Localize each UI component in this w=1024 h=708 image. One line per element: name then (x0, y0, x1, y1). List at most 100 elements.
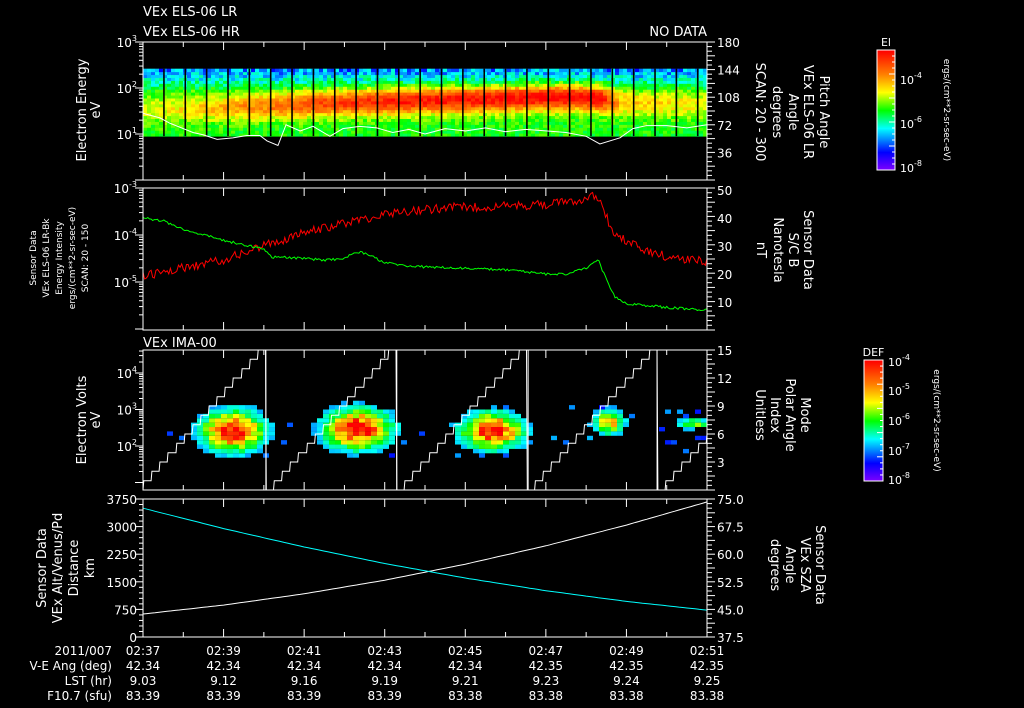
heatmap-cell (463, 71, 467, 76)
heatmap-cell (667, 68, 671, 73)
heatmap-cell (227, 409, 233, 414)
right-tick-label: 52.5 (717, 576, 744, 590)
heatmap-cell (383, 100, 387, 105)
heatmap-cell (399, 92, 403, 96)
heatmap-cell (687, 97, 691, 102)
heatmap-cell (155, 86, 159, 90)
heatmap-cell (187, 115, 191, 120)
heatmap-cell (535, 92, 539, 96)
heatmap-cell (647, 130, 651, 134)
heatmap-cell (215, 92, 219, 96)
heatmap-cell (543, 92, 547, 96)
heatmap-cell (455, 74, 459, 78)
heatmap-cell (603, 83, 607, 87)
heatmap-cell (341, 444, 347, 449)
heatmap-cell (599, 112, 603, 117)
heatmap-cell (379, 86, 383, 90)
heatmap-cell (419, 68, 423, 73)
heatmap-cell (691, 115, 695, 120)
heatmap-cell (435, 80, 439, 84)
heatmap-cell (527, 77, 531, 81)
heatmap-cell (387, 100, 391, 105)
heatmap-cell (497, 427, 503, 432)
scan-gap-line (227, 68, 229, 137)
heatmap-cell (639, 74, 643, 78)
heatmap-cell (659, 83, 663, 87)
heatmap-cell (379, 95, 383, 99)
heatmap-cell (683, 103, 687, 108)
heatmap-cell (559, 103, 563, 108)
heatmap-cell (171, 124, 175, 128)
heatmap-cell (575, 121, 579, 125)
heatmap-cell (323, 112, 327, 117)
heatmap-cell (463, 95, 467, 99)
left-axis-title: eV (89, 411, 104, 428)
heatmap-cell (459, 86, 463, 90)
heatmap-cell (147, 109, 151, 114)
heatmap-cell (399, 133, 403, 137)
heatmap-cell (191, 83, 195, 87)
table-cell: 9.12 (210, 674, 237, 688)
heatmap-cell (239, 448, 245, 454)
colorbar-cell (877, 150, 895, 152)
colorbar-cell (877, 56, 895, 58)
colorbar-cell (877, 80, 895, 82)
heatmap-cell (329, 405, 335, 410)
colorbar-cell (864, 445, 883, 447)
heatmap-cell (527, 68, 531, 73)
heatmap-cell (559, 92, 563, 96)
heatmap-cell (663, 130, 667, 134)
heatmap-cell (255, 71, 259, 76)
heatmap-cell (427, 133, 431, 137)
heatmap-cell (379, 68, 383, 73)
heatmap-cell (147, 127, 151, 131)
heatmap-cell (643, 97, 647, 102)
heatmap-cell (251, 448, 257, 454)
heatmap-cell (359, 121, 363, 125)
heatmap-cell (591, 121, 595, 125)
heatmap-cell (271, 115, 275, 120)
heatmap-cell (455, 118, 459, 122)
heatmap-cell (431, 95, 435, 99)
heatmap-cell (211, 124, 215, 128)
heatmap-cell (575, 118, 579, 122)
heatmap-cell (197, 435, 203, 441)
heatmap-cell (691, 80, 695, 84)
heatmap-cell (355, 115, 359, 120)
colorbar-cell (877, 60, 895, 62)
heatmap-cell (271, 106, 275, 111)
heatmap-cell (427, 83, 431, 87)
heatmap-cell (239, 435, 245, 441)
heatmap-cell (551, 92, 555, 96)
heatmap-cell (233, 405, 239, 410)
colorbar-cell (877, 104, 895, 106)
heatmap-cell (319, 118, 323, 122)
heatmap-cell (475, 68, 479, 73)
heatmap-cell (487, 80, 491, 84)
heatmap-cell (341, 400, 347, 406)
heatmap-cell (491, 448, 497, 454)
heatmap-cell (371, 71, 375, 76)
heatmap-cell (509, 444, 515, 449)
heatmap-cell (679, 109, 683, 114)
heatmap-cell (551, 435, 557, 441)
heatmap-cell (283, 109, 287, 114)
heatmap-cell (665, 409, 671, 414)
heatmap-cell (283, 74, 287, 78)
colorbar-cell (864, 360, 883, 362)
heatmap-cell (147, 97, 151, 102)
heatmap-cell (327, 106, 331, 111)
heatmap-cell (475, 112, 479, 117)
heatmap-cell (271, 77, 275, 81)
heatmap-cell (575, 130, 579, 134)
heatmap-cell (651, 80, 655, 84)
heatmap-cell (519, 80, 523, 84)
heatmap-cell (491, 124, 495, 128)
heatmap-cell (459, 100, 463, 105)
heatmap-cell (535, 95, 539, 99)
heatmap-cell (407, 89, 411, 93)
colorbar-cell (864, 465, 883, 467)
heatmap-cell (677, 422, 683, 428)
heatmap-cell (383, 440, 389, 445)
colorbar-cell (864, 443, 883, 445)
